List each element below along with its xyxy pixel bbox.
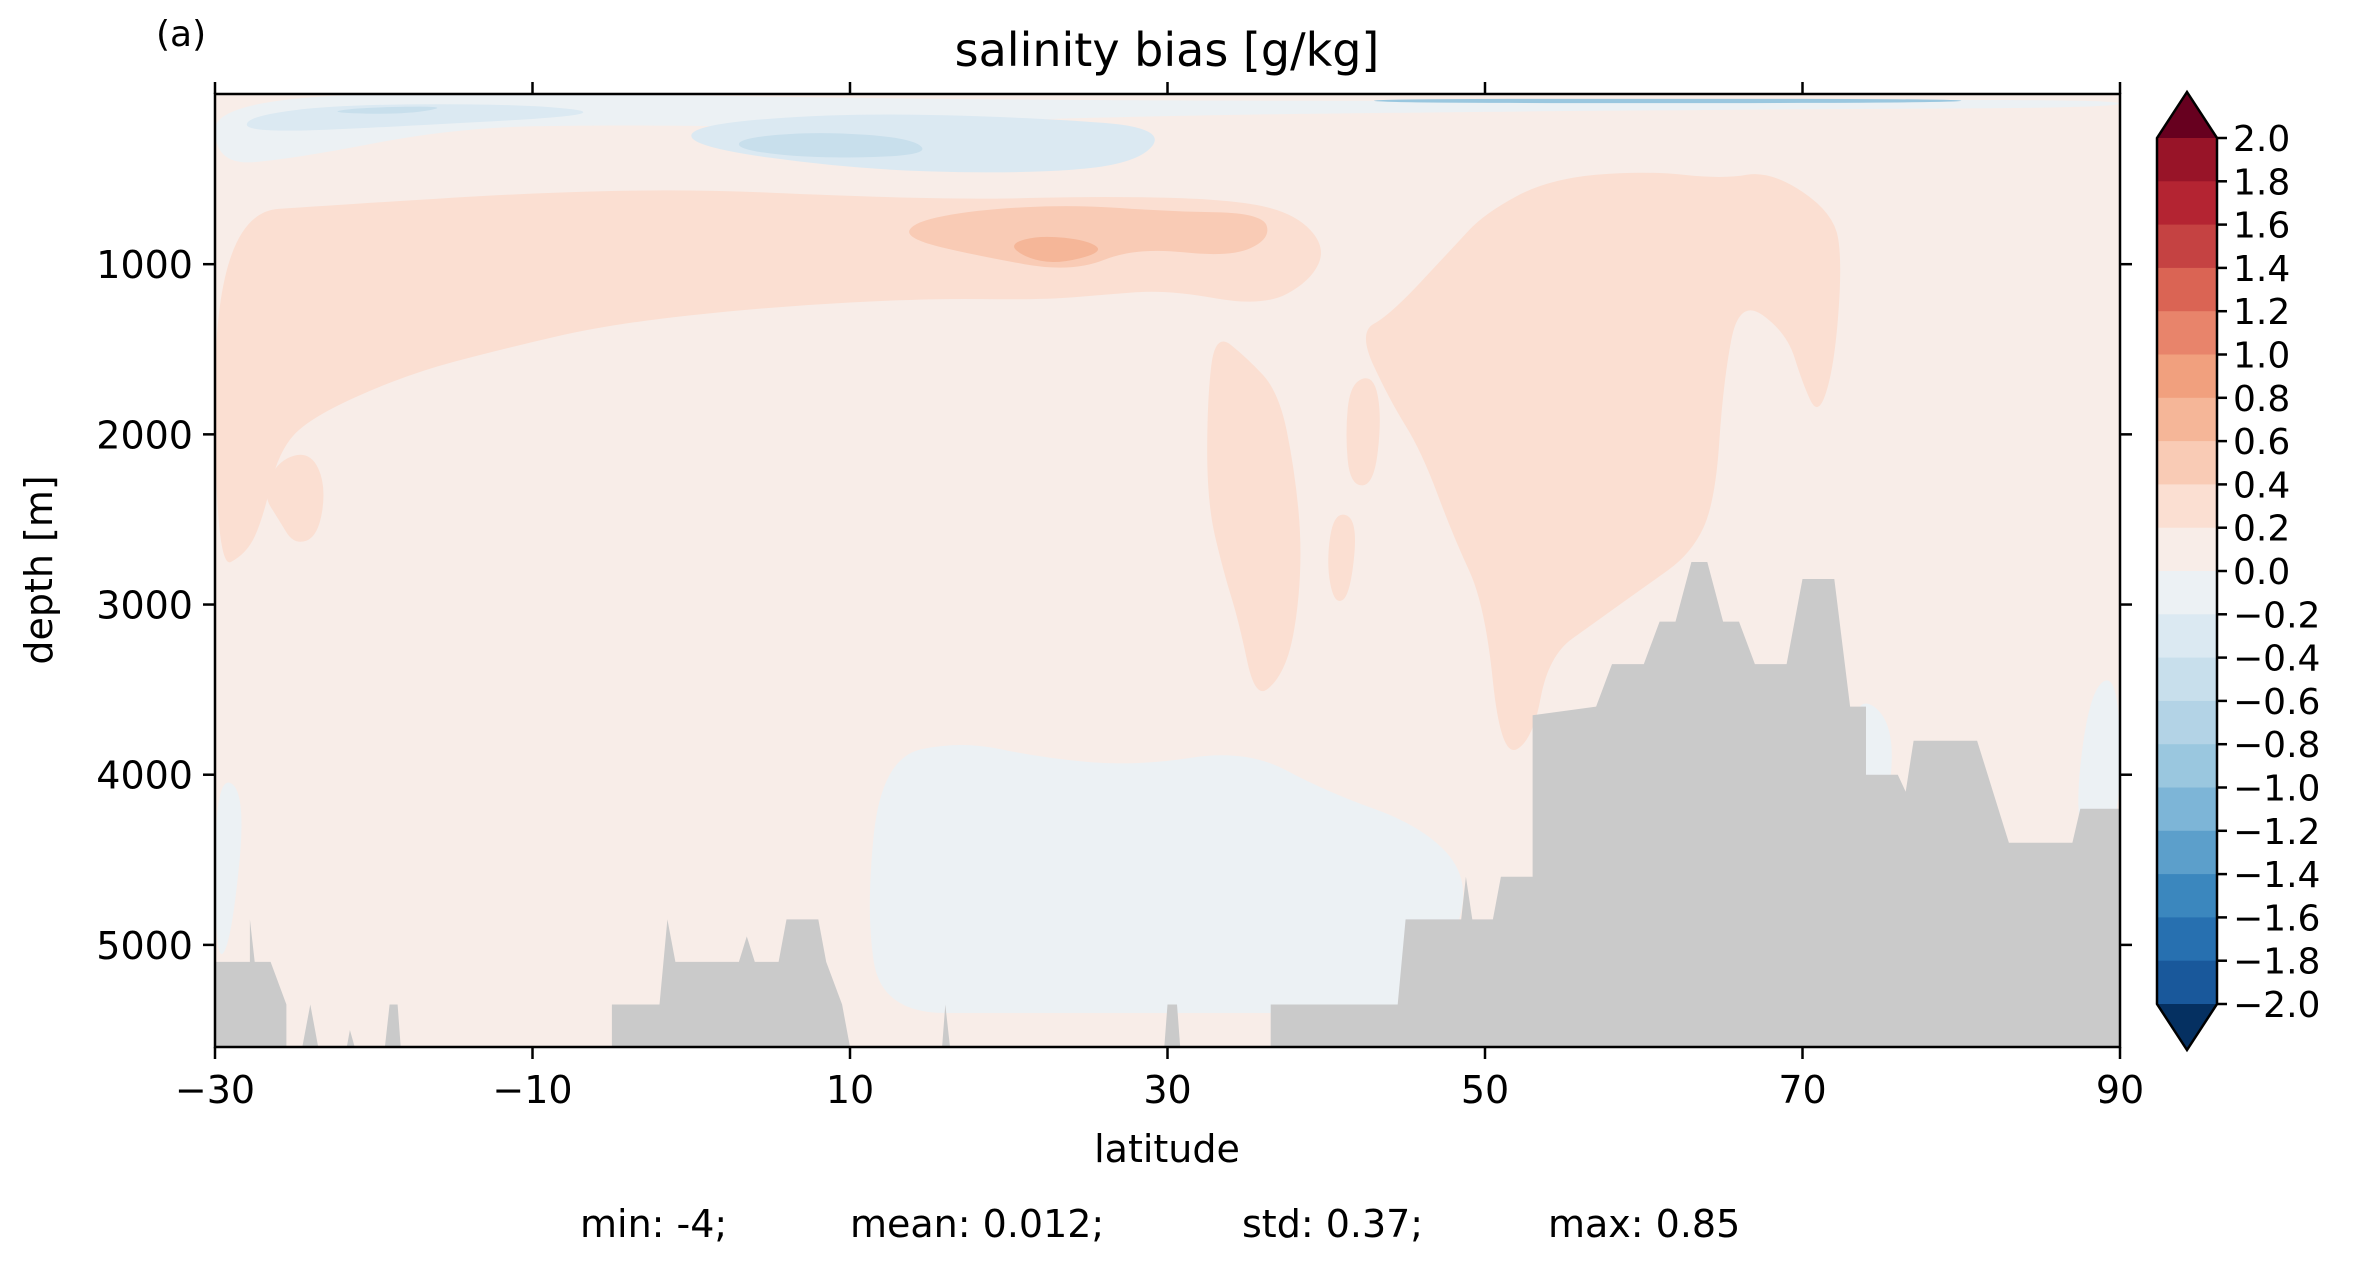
- colorbar-segment: [2157, 874, 2217, 918]
- y-axis-label: depth [m]: [17, 475, 61, 664]
- colorbar-segment: [2157, 830, 2217, 875]
- x-tick-label: 50: [1461, 1068, 1509, 1112]
- contour-region: [215, 94, 2120, 163]
- colorbar-extend-top: [2157, 92, 2217, 138]
- contour-region: [246, 104, 584, 131]
- colorbar-segment: [2157, 267, 2217, 312]
- y-axis: 1000 2000 3000 4000 5000: [96, 243, 2132, 968]
- plot-area: [215, 94, 2120, 1047]
- colorbar-segment: [2157, 138, 2217, 182]
- x-axis: −30 −10 10 30 50 70 90: [175, 82, 2144, 1112]
- x-tick-label: −30: [175, 1068, 255, 1112]
- x-tick-label: 70: [1778, 1068, 1826, 1112]
- colorbar-segment: [2157, 441, 2217, 485]
- contour-region: [691, 114, 1155, 173]
- colorbar: 2.01.81.61.41.21.00.80.60.40.20.0−0.2−0.…: [2155, 89, 2320, 1053]
- stat-std: std: 0.37;: [1242, 1202, 1424, 1246]
- x-tick-label: 10: [826, 1068, 874, 1112]
- colorbar-tick-label: −1.8: [2233, 942, 2320, 983]
- colorbar-segment: [2157, 700, 2217, 745]
- contour-region: [266, 454, 324, 542]
- stat-max: max: 0.85: [1548, 1202, 1741, 1246]
- panel-label: (a): [156, 14, 207, 55]
- bathymetry-land: [215, 562, 2120, 1047]
- colorbar-tick-label: −2.0: [2233, 985, 2320, 1026]
- contour-region: [215, 782, 242, 955]
- colorbar-tick-label: −0.8: [2233, 725, 2320, 766]
- colorbar-segment: [2157, 484, 2217, 529]
- colorbar-segment: [2157, 311, 2217, 356]
- colorbar-segment: [2157, 354, 2217, 399]
- colorbar-segment: [2157, 960, 2217, 1005]
- contour-region: [909, 206, 1268, 268]
- y-tick-label: 2000: [96, 413, 193, 457]
- colorbar-tick-label: −0.6: [2233, 682, 2320, 723]
- colorbar-segment: [2157, 787, 2217, 832]
- contour-region: [2078, 680, 2120, 843]
- contour-regions: [215, 94, 2120, 1013]
- colorbar-segment: [2157, 527, 2217, 572]
- x-tick-label: 30: [1143, 1068, 1191, 1112]
- contour-region: [1207, 341, 1301, 692]
- contour-region: [215, 190, 1321, 563]
- contour-region: [1365, 172, 1841, 751]
- colorbar-segment: [2157, 614, 2217, 659]
- colorbar-tick-label: 1.0: [2233, 336, 2290, 377]
- colorbar-tick-label: −1.0: [2233, 769, 2320, 810]
- colorbar-tick-label: 0.6: [2233, 422, 2290, 463]
- x-axis-label: latitude: [1094, 1127, 1240, 1171]
- colorbar-tick-label: 1.8: [2233, 162, 2290, 203]
- y-tick-label: 5000: [96, 924, 193, 968]
- y-tick-label: 3000: [96, 584, 193, 628]
- contour-region: [1014, 236, 1099, 263]
- colorbar-tick-label: 0.4: [2233, 465, 2290, 506]
- colorbar-tick-label: 1.6: [2233, 206, 2290, 247]
- chart-title: salinity bias [g/kg]: [955, 23, 1380, 77]
- contour-region: [337, 106, 438, 114]
- colorbar-segment: [2157, 571, 2217, 615]
- contour-region: [1373, 98, 1962, 104]
- colorbar-segment: [2157, 224, 2217, 269]
- colorbar-tick-label: 0.8: [2233, 379, 2290, 420]
- colorbar-segment: [2157, 744, 2217, 789]
- x-tick-label: −10: [492, 1068, 572, 1112]
- contour-region: [738, 133, 923, 158]
- contour-region: [1346, 378, 1380, 486]
- colorbar-tick-label: 1.4: [2233, 249, 2290, 290]
- colorbar-tick-label: −1.4: [2233, 855, 2320, 896]
- y-tick-label: 1000: [96, 243, 193, 287]
- colorbar-tick-label: 0.2: [2233, 509, 2290, 550]
- stat-mean: mean: 0.012;: [850, 1202, 1105, 1246]
- colorbar-segment: [2157, 397, 2217, 442]
- colorbar-tick-label: 1.2: [2233, 292, 2290, 333]
- colorbar-segment: [2157, 181, 2217, 226]
- x-tick-label: 90: [2096, 1068, 2144, 1112]
- contour-region: [1328, 514, 1356, 601]
- contour-region: [869, 744, 1464, 1013]
- colorbar-segment: [2157, 657, 2217, 702]
- colorbar-tick-label: 0.0: [2233, 552, 2290, 593]
- colorbar-segment: [2157, 917, 2217, 962]
- colorbar-tick-label: −0.4: [2233, 639, 2320, 680]
- colorbar-extend-bottom: [2157, 1004, 2217, 1050]
- colorbar-tick-label: −1.6: [2233, 898, 2320, 939]
- y-tick-label: 4000: [96, 754, 193, 798]
- colorbar-tick-label: −0.2: [2233, 595, 2320, 636]
- stat-min: min: -4;: [580, 1202, 728, 1246]
- colorbar-tick-label: −1.2: [2233, 812, 2320, 853]
- colorbar-tick-label: 2.0: [2233, 119, 2290, 160]
